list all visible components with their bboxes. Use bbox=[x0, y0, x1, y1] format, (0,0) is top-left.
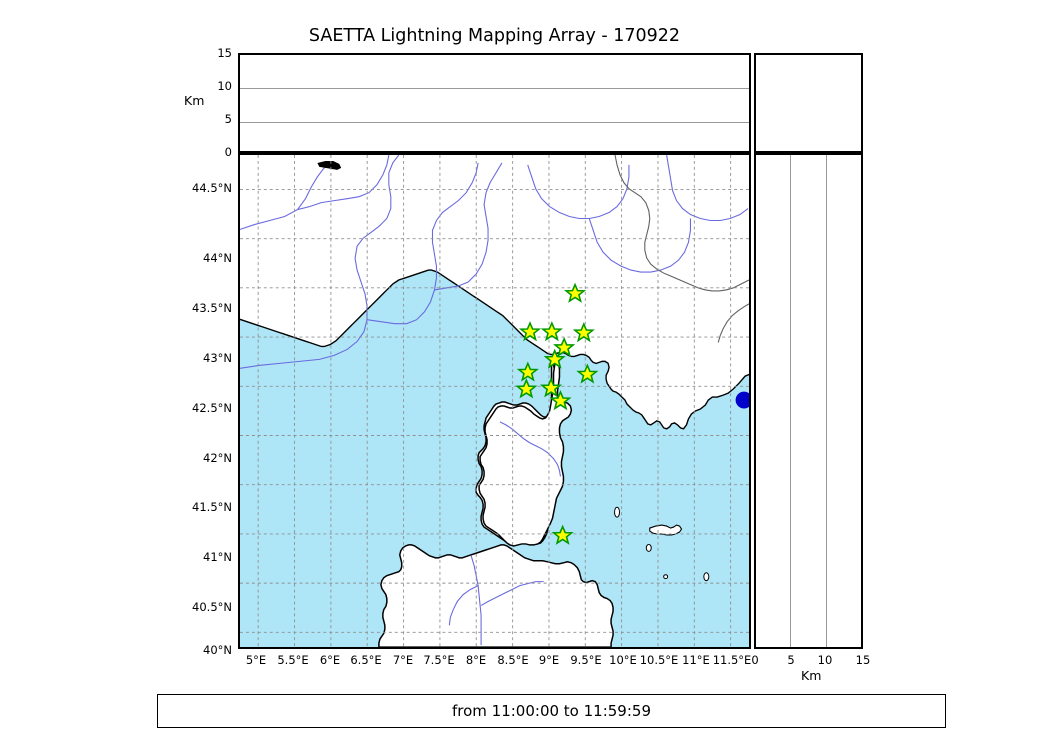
lma-station-star bbox=[515, 378, 538, 399]
map-xtick-7E: 7°E bbox=[392, 653, 414, 667]
gridline-5km bbox=[240, 121, 749, 123]
map-xtick-11-5E: 11.5°E bbox=[712, 653, 752, 667]
status-bar[interactable]: from 11:00:00 to 11:59:59 bbox=[157, 694, 946, 728]
lma-station-star bbox=[553, 336, 576, 358]
lma-station-star bbox=[576, 363, 599, 384]
map-ytick-42N: 42°N bbox=[203, 451, 232, 465]
gridline-10km-right bbox=[825, 155, 827, 647]
rivers bbox=[240, 155, 749, 646]
map-ytick-41-5N: 41.5°N bbox=[192, 500, 232, 514]
status-bar-text: from 11:00:00 to 11:59:59 bbox=[451, 702, 651, 720]
lma-station-star bbox=[539, 377, 563, 398]
map-ytick-43N: 43°N bbox=[203, 351, 232, 365]
lma-station-star bbox=[540, 321, 563, 342]
right-xtick-15: 15 bbox=[855, 653, 871, 667]
island-montecristo bbox=[703, 572, 710, 582]
land-sardinia bbox=[378, 544, 614, 647]
map-xtick-7-5E: 7.5°E bbox=[423, 653, 455, 667]
island-small-2 bbox=[663, 574, 669, 580]
map-xtick-10E: 10°E bbox=[609, 653, 637, 667]
map-xtick-5E: 5°E bbox=[245, 653, 267, 667]
island-capraia bbox=[614, 506, 621, 518]
lma-station-star bbox=[572, 322, 595, 343]
map-xtick-8E: 8°E bbox=[465, 653, 487, 667]
lma-station-star bbox=[518, 321, 542, 342]
altitude-histogram-panel[interactable] bbox=[754, 53, 863, 153]
island-small-1 bbox=[645, 543, 652, 552]
right-xtick-0: 0 bbox=[751, 653, 759, 667]
lma-station-star bbox=[543, 348, 566, 369]
lma-station-star bbox=[549, 390, 572, 411]
map-panel[interactable] bbox=[238, 153, 751, 649]
map-xtick-8-5E: 8.5°E bbox=[497, 653, 529, 667]
lma-station-star bbox=[563, 282, 587, 303]
top-ytick-10: 10 bbox=[217, 79, 232, 93]
map-geography bbox=[240, 155, 749, 647]
right-xtick-5: 5 bbox=[787, 653, 795, 667]
map-xtick-9E: 9°E bbox=[538, 653, 560, 667]
gridline-5km-right bbox=[789, 155, 791, 647]
top-ytick-5: 5 bbox=[224, 112, 232, 126]
map-xtick-5-5E: 5.5°E bbox=[277, 653, 309, 667]
lma-station-star bbox=[516, 361, 539, 382]
page-title: SAETTA Lightning Mapping Array - 170922 bbox=[308, 26, 681, 46]
top-ytick-0: 0 bbox=[224, 145, 232, 159]
map-ytick-44N: 44°N bbox=[203, 251, 232, 265]
map-xtick-6-5E: 6.5°E bbox=[350, 653, 382, 667]
top-panel-axis-label: Km bbox=[184, 93, 205, 108]
map-xtick-11E: 11°E bbox=[682, 653, 710, 667]
lma-station-star bbox=[551, 524, 574, 545]
map-ytick-41N: 41°N bbox=[203, 550, 232, 564]
right-xtick-10: 10 bbox=[817, 653, 833, 667]
marker-dot bbox=[735, 391, 749, 409]
altitude-side-panel[interactable] bbox=[754, 153, 863, 649]
map-ytick-40N: 40°N bbox=[203, 643, 232, 657]
country-borders bbox=[614, 155, 749, 343]
map-gridlines bbox=[240, 155, 749, 647]
gridline-10km bbox=[240, 88, 749, 90]
map-ytick-44-5N: 44.5°N bbox=[192, 181, 232, 195]
right-panel-axis-label: Km bbox=[801, 668, 822, 683]
map-xtick-6E: 6°E bbox=[319, 653, 341, 667]
top-ytick-15: 15 bbox=[217, 46, 232, 60]
map-xtick-10-5E: 10.5°E bbox=[639, 653, 679, 667]
lake-geneva bbox=[317, 160, 342, 170]
map-ytick-43-5N: 43.5°N bbox=[192, 301, 232, 315]
altitude-time-panel[interactable] bbox=[238, 53, 751, 153]
map-ytick-40-5N: 40.5°N bbox=[192, 600, 232, 614]
coastline-corsica-detail bbox=[478, 353, 573, 547]
map-ytick-42-5N: 42.5°N bbox=[192, 401, 232, 415]
lma-station-markers bbox=[515, 282, 599, 545]
map-xtick-9-5E: 9.5°E bbox=[570, 653, 602, 667]
